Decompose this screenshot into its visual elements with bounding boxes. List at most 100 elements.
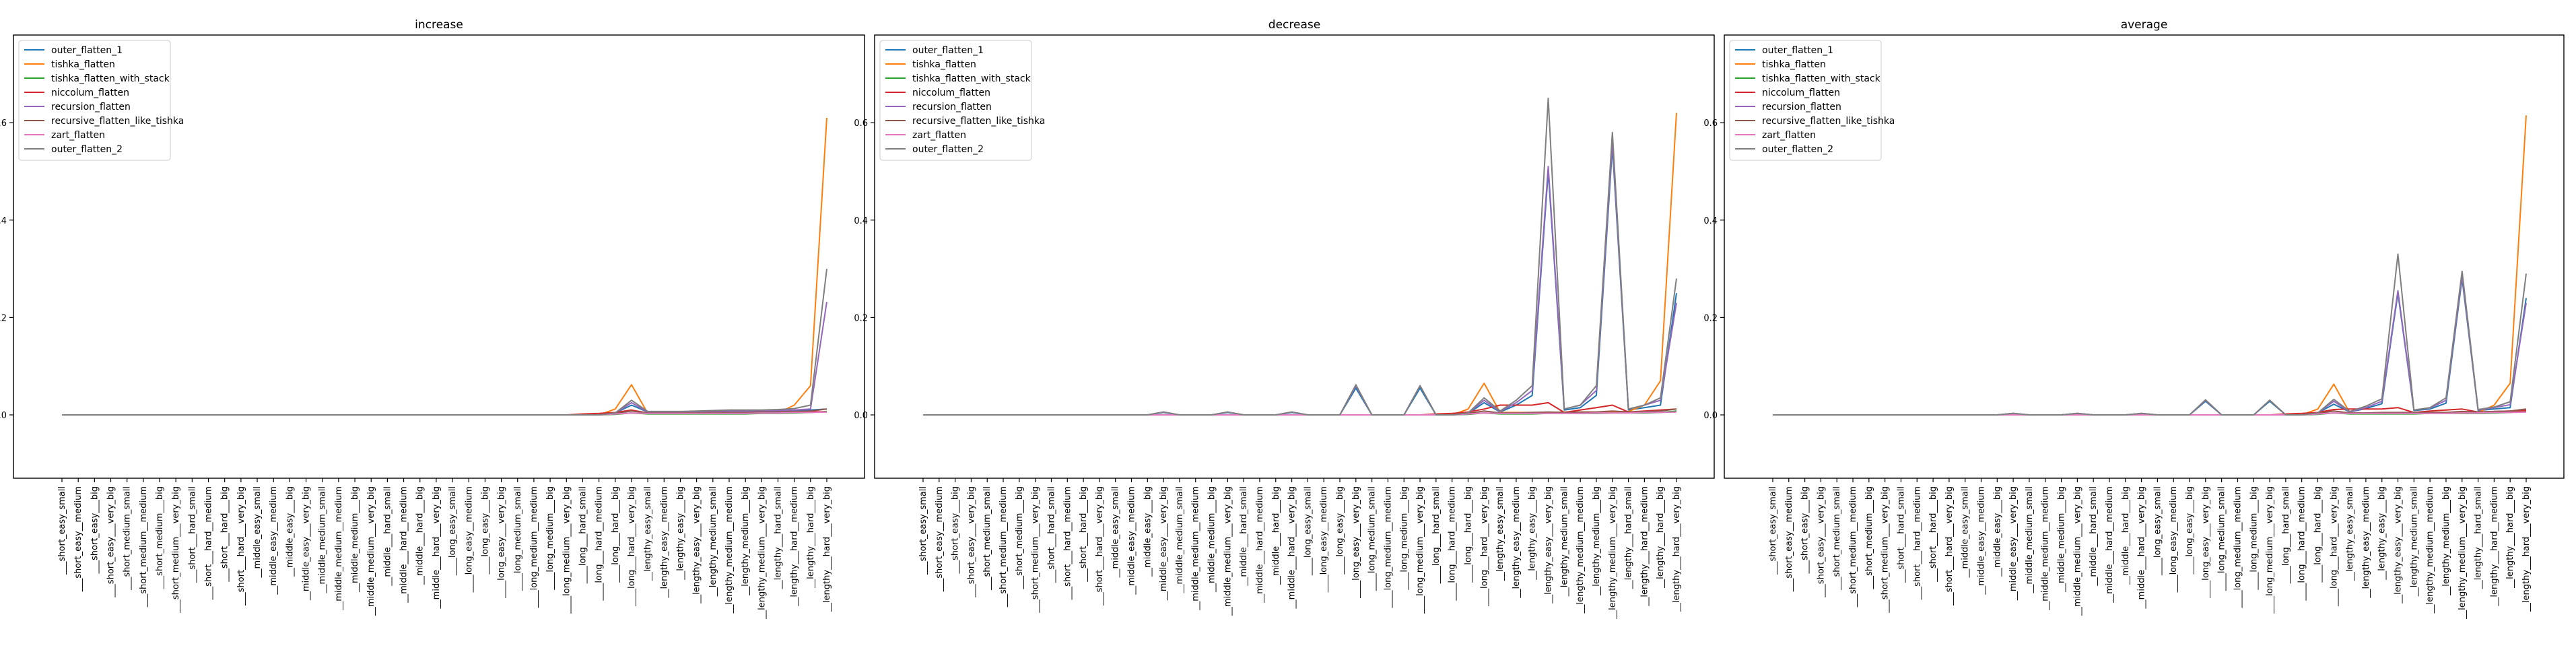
x-tick-label: __middle_easy_small [1961, 486, 1971, 578]
y-tick-label: 0.4 [0, 216, 7, 226]
x-tick-label: ____long___hard_small [1431, 486, 1442, 584]
x-tick-label: __lengthy_medium_small [708, 486, 718, 597]
legend-entry: outer_flatten_1 [51, 45, 123, 56]
legend-entry: outer_flatten_2 [51, 144, 123, 155]
x-tick-label: __lengthy_easy_small [643, 486, 653, 581]
y-tick-label: 0.6 [0, 119, 7, 129]
x-tick-label: __lengthy_easy___big [1528, 486, 1538, 581]
y-tick-label: 0.2 [854, 313, 868, 323]
x-tick-label: __lengthy___hard___very_big [2521, 486, 2532, 612]
legend-entry: recursive_flatten_like_tishka [51, 116, 184, 127]
legend-entry: outer_flatten_2 [1762, 144, 1833, 155]
x-tick-label: __lengthy___hard___big [806, 486, 816, 589]
panels: increase 0.0 0.2 0.4 0.6 ___short_easy_small _… [0, 18, 2565, 620]
x-tick-label: __middle_medium___big [1207, 486, 1217, 593]
panel-increase: increase 0.0 0.2 0.4 0.6 ___short_easy_small _… [0, 18, 865, 620]
x-tick-label: ___short_easy___very_big [966, 486, 976, 598]
x-tick-label: __lengthy_easy___very_big [2394, 486, 2404, 604]
x-tick-label: ___short___hard_small [1046, 486, 1056, 583]
panel-decrease: decrease 0.0 0.2 0.4 0.6 ___short_easy_small _… [854, 18, 1715, 620]
legend-entry: niccolum_flatten [912, 88, 990, 98]
legend: outer_flatten_1 tishka_flatten tishka_flat… [879, 40, 1045, 161]
legend: outer_flatten_1 tishka_flatten tishka_flat… [1729, 40, 1895, 161]
x-tick-label: __lengthy_medium___very_big [757, 486, 767, 620]
x-tick-label: ____long_easy__medium [1319, 486, 1329, 593]
x-tick-label: __middle___hard__medium [2105, 486, 2115, 603]
axes-frame [13, 34, 865, 479]
x-tick-label: ____long_easy_small [448, 486, 458, 576]
x-tick-label: __lengthy_easy__medium [1512, 486, 1522, 599]
legend-entry: recursion_flatten [912, 102, 992, 112]
x-tick-label: __middle_medium___big [350, 486, 360, 593]
x-tick-label: ____long_medium___big [1399, 486, 1409, 591]
y-tick-label: 0.2 [1703, 313, 1718, 323]
legend-entry: outer_flatten_1 [1762, 45, 1833, 56]
x-tick-label: __middle_easy___very_big [302, 486, 312, 601]
x-tick-label: __lengthy_easy_small [1495, 486, 1505, 581]
x-tick-label: __lengthy_medium__medium [2425, 486, 2435, 614]
chart-title: average [2121, 18, 2168, 32]
x-tick-label: ___short_medium___big [1015, 486, 1025, 589]
x-tick-label: __middle___hard___very_big [432, 486, 442, 609]
y-tick-label: 0.4 [854, 216, 868, 226]
x-tick-label: ____long___hard__medium [595, 486, 605, 601]
legend-entry: outer_flatten_1 [912, 45, 984, 56]
x-tick-label: __lengthy_easy___big [2377, 486, 2387, 581]
x-tick-label: ___short___hard___big [1079, 486, 1089, 583]
chart-title: increase [415, 18, 463, 32]
x-tick-label: ___short_medium___very_big [1880, 486, 1891, 614]
x-tick-label: ____long_easy_small [1303, 486, 1313, 576]
x-tick-label: __middle_easy___very_big [2008, 486, 2019, 601]
x-tick-label: ___short___hard__medium [204, 486, 214, 600]
axes-frame [1724, 34, 2565, 479]
y-tick-label: 0.2 [0, 313, 7, 323]
x-tick-label: ____long___hard___big [611, 486, 621, 583]
legend-entry: tishka_flatten_with_stack [912, 73, 1031, 84]
x-tick-label: __middle___hard_small [2089, 486, 2099, 587]
x-tick-label: __middle_medium___very_big [1223, 486, 1233, 616]
x-tick-label: __middle_easy___very_big [1159, 486, 1169, 601]
x-tick-label: __lengthy_easy_small [2345, 486, 2355, 581]
axes-frame [874, 34, 1715, 479]
x-tick-label: __middle___hard___very_big [2137, 486, 2147, 609]
x-tick-label: ____long___hard__medium [2297, 486, 2307, 601]
y-tick-label: 0.6 [854, 119, 868, 129]
x-tick-label: ___short_easy_small [57, 486, 67, 575]
legend-entry: outer_flatten_2 [912, 144, 984, 155]
x-tick-label: __middle_easy___big [1992, 486, 2002, 577]
legend-entry: niccolum_flatten [51, 88, 129, 98]
x-tick-label: ___short___hard___very_big [1944, 486, 1955, 606]
x-tick-label: ____long_easy__medium [464, 486, 474, 593]
legend-entry: recursive_flatten_like_tishka [912, 116, 1045, 127]
x-tick-label: ____long_easy___very_big [2201, 486, 2211, 599]
legend-entry: zart_flatten [912, 130, 966, 141]
x-tick-label: ____long_medium___big [2249, 486, 2259, 591]
x-tick-label: __middle___hard__medium [399, 486, 409, 603]
x-tick-label: __middle_easy__medium [1977, 486, 1987, 595]
x-tick-label: __middle___hard_small [1239, 486, 1249, 587]
x-tick-label: __middle_easy_small [252, 486, 263, 578]
x-tick-label: __lengthy_medium_small [2409, 486, 2419, 597]
legend: outer_flatten_1 tishka_flatten tishka_flat… [18, 40, 184, 161]
legend-box [1729, 40, 1882, 161]
legend-entry: tishka_flatten [1762, 59, 1826, 70]
x-tick-label: __lengthy_medium___big [2441, 486, 2451, 596]
x-tick-label: ___short_medium__medium [998, 486, 1009, 608]
y-tick-label: 0.0 [1703, 411, 1718, 421]
x-tick-label: __middle___hard__medium [1255, 486, 1265, 603]
x-tick-label: ____long___hard__medium [1448, 486, 1458, 601]
y-tick-label: 0.0 [0, 411, 7, 421]
x-tick-label: __lengthy_medium__medium [724, 486, 735, 614]
legend-entry: zart_flatten [1762, 130, 1816, 141]
x-tick-label: ___short_medium___very_big [1031, 486, 1041, 614]
x-tick-label: __lengthy___hard__medium [2489, 486, 2499, 607]
legend-entry: recursion_flatten [51, 102, 131, 112]
x-tick-label: __middle_medium_small [318, 486, 328, 593]
x-tick-label: __lengthy_medium___very_big [2458, 486, 2468, 620]
x-tick-label: ____long_medium__medium [1383, 486, 1393, 608]
x-tick-label: ____long___hard_small [578, 486, 588, 584]
x-tick-label: __middle___hard___big [1271, 486, 1281, 585]
x-tick-label: __middle_medium__medium [2041, 486, 2051, 611]
x-tick-label: ____long_easy___big [1335, 486, 1345, 575]
x-tick-label: __lengthy_medium___big [741, 486, 751, 596]
